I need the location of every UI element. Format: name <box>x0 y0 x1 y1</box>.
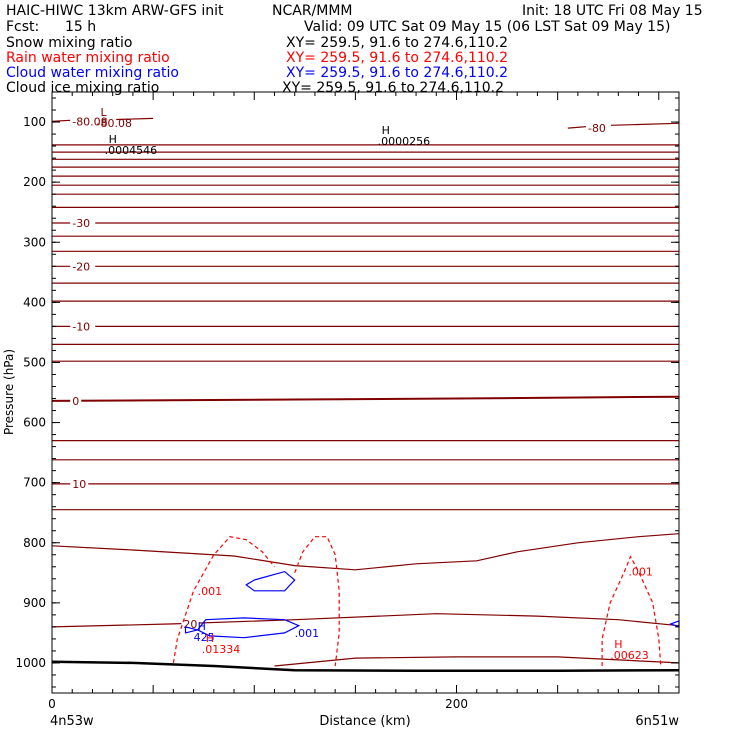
terrain-surface-line <box>51 660 680 673</box>
temperature-contour <box>51 613 680 628</box>
x-tick-label: 0 <box>48 697 56 711</box>
init-time: Init: 18 UTC Fri 08 May 15 <box>522 3 703 19</box>
temperature-contour <box>567 122 680 129</box>
x-start-label: 4n53w <box>50 714 94 729</box>
y-tick-label: 100 <box>23 115 46 129</box>
contour-label-bg <box>70 260 96 273</box>
contour-label-bg <box>70 217 96 230</box>
contour-label-bg <box>70 115 117 128</box>
x-tick-label: 200 <box>445 697 468 711</box>
plot-frame <box>51 91 680 694</box>
field-label-rain: Rain water mixing ratio <box>6 50 170 66</box>
org-title: NCAR/MMM <box>272 3 353 19</box>
temperature-contour-label: -30 <box>72 217 90 230</box>
temperature-contour <box>274 656 680 667</box>
extremum-marker: H <box>614 638 622 651</box>
extremum-value: .0000256 <box>378 135 431 148</box>
fcst-label: Fcst: <box>6 19 40 35</box>
cloud-water-contour <box>196 617 301 639</box>
rain-water-contours: .001 .001 <box>172 536 662 667</box>
field-xy-rain: XY= 259.5, 91.6 to 274.6,110.2 <box>286 50 509 66</box>
field-xy-snow: XY= 259.5, 91.6 to 274.6,110.2 <box>286 35 509 51</box>
temperature-contour-label: -20 <box>72 260 90 273</box>
cloud-water-contour <box>245 570 296 592</box>
y-tick-label: 600 <box>23 416 46 430</box>
model-title: HAIC-HIWC 13km ARW-GFS init <box>6 3 224 19</box>
temperature-contour-label: 10 <box>72 478 86 491</box>
y-tick-label: 1000 <box>15 656 46 670</box>
cloud-water-contour-label: .001 <box>295 627 320 640</box>
fcst-value: 15 h <box>65 19 97 35</box>
y-tick-label: 500 <box>23 355 46 369</box>
extremum-marker: H <box>198 620 206 633</box>
contour-label-bg <box>585 122 611 135</box>
y-tick-label: 800 <box>23 536 46 550</box>
rain-water-contour-label: .001 <box>198 585 223 598</box>
contour-label-bg <box>70 394 82 407</box>
extremum-value: -80.08 <box>97 117 132 130</box>
rain-water-contour-label: .001 <box>628 566 653 579</box>
cloud-water-contour <box>669 620 680 628</box>
terrain-line <box>51 660 680 673</box>
x-end-label: 6n51w <box>635 714 679 729</box>
extremum-value: .01334 <box>202 643 241 656</box>
extremum-marker: H <box>382 124 390 137</box>
y-tick-label: 400 <box>23 295 46 309</box>
y-axis-label: Pressure (hPa) <box>2 349 16 435</box>
extremum-value: .0004546 <box>105 144 158 157</box>
rain-water-contour <box>294 536 340 667</box>
extremum-marker: H <box>206 632 214 645</box>
rain-water-contour <box>172 536 275 663</box>
temperature-contour-label: -80.08 <box>72 115 107 128</box>
extremum-value: .00623 <box>610 649 649 662</box>
temperature-contour <box>51 533 680 571</box>
x-axis-label: Distance (km) <box>319 714 410 729</box>
temperature-contour-label: -10 <box>72 320 90 333</box>
cloud-water-contours: .001 <box>184 570 680 640</box>
valid-time: Valid: 09 UTC Sat 09 May 15 (06 LST Sat … <box>304 19 671 35</box>
y-tick-label: 200 <box>23 175 46 189</box>
temperature-contour-label: -80 <box>588 122 606 135</box>
contour-label-bg <box>70 477 89 490</box>
y-tick-label: 900 <box>23 596 46 610</box>
extremum-marker: L <box>101 106 108 119</box>
field-label-cloud-water: Cloud water mixing ratio <box>6 65 179 81</box>
field-label-snow: Snow mixing ratio <box>6 35 133 51</box>
y-tick-label: 300 <box>23 235 46 249</box>
field-xy-cloud-water: XY= 259.5, 91.6 to 274.6,110.2 <box>286 65 509 81</box>
temperature-contour <box>51 395 680 402</box>
rain-water-contour <box>601 555 662 667</box>
cloud-water-contour <box>184 626 198 634</box>
y-tick-label: 700 <box>23 476 46 490</box>
extremum-value: 425 <box>194 631 215 644</box>
contour-label-bg <box>70 320 96 333</box>
extremum-marker: H <box>109 133 117 146</box>
temperature-contour-label: 0 <box>72 395 79 408</box>
